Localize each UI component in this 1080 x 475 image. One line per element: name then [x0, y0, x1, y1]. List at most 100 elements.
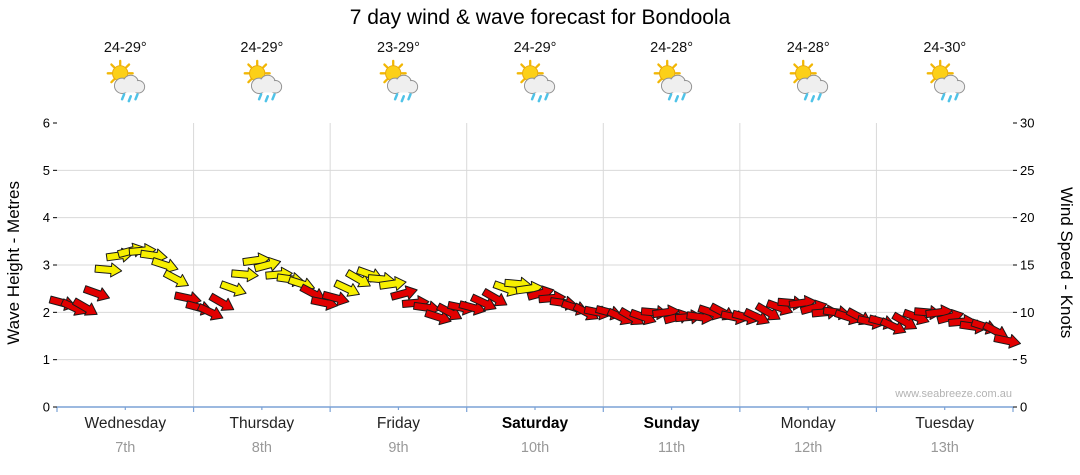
raindrops — [940, 93, 959, 103]
day-label-tuesday: Tuesday 13th — [876, 415, 1013, 456]
day-label-wednesday: Wednesday 7th — [57, 415, 194, 456]
day-temperature-range: 24-28° — [786, 40, 830, 56]
wind-arrow — [82, 285, 111, 302]
left-axis-title: Wave Height - Metres — [0, 118, 28, 408]
day-name: Wednesday — [84, 415, 167, 432]
wave-height-tick-label: 3 — [43, 258, 50, 273]
wind-arrow — [253, 256, 282, 273]
wind-arrow — [390, 285, 418, 301]
day-date: 7th — [115, 440, 136, 456]
day-name: Monday — [780, 415, 836, 432]
wave-height-tick-label: 0 — [43, 400, 50, 415]
day-date: 13th — [930, 440, 959, 456]
wind-arrow — [94, 262, 123, 278]
wind-arrow — [196, 303, 224, 321]
day-name: Saturday — [501, 415, 569, 432]
day-date: 11th — [658, 440, 686, 456]
raindrops — [121, 93, 139, 103]
day-column-sunday: 24-28° — [603, 40, 740, 104]
wind-speed-tick-label: 25 — [1020, 163, 1034, 178]
day-column-friday: 23-29° — [330, 40, 467, 104]
day-temperature-range: 24-29° — [513, 40, 557, 56]
cloud-fill — [662, 76, 691, 93]
day-column-saturday: 24-29° — [467, 40, 604, 104]
day-name: Tuesday — [915, 415, 975, 432]
day-column-wednesday: 24-29° — [57, 40, 194, 104]
wind-speed-tick-label: 5 — [1020, 352, 1027, 367]
wind-arrow — [151, 257, 179, 274]
raindrops — [257, 93, 276, 103]
day-column-tuesday: 24-30° — [876, 40, 1013, 104]
sun-cloud-rain-icon — [243, 59, 282, 103]
day-label-monday: Monday 12th — [740, 415, 877, 456]
cloud-fill — [115, 76, 144, 93]
sun-cloud-rain-icon — [516, 59, 556, 103]
wave-height-axis-label: Wave Height - Metres — [4, 181, 23, 345]
wind-arrow — [345, 269, 371, 288]
horizontal-gridlines — [57, 169, 1013, 361]
wind-arrow — [754, 302, 781, 321]
day-label-friday: Friday 9th — [330, 415, 467, 456]
sun-cloud-rain-icon — [653, 59, 692, 103]
day-label-saturday: Saturday 10th — [467, 415, 604, 456]
raindrops — [804, 93, 822, 103]
day-column-monday: 24-28° — [740, 40, 877, 104]
wind-arrow-series — [48, 242, 1022, 349]
wind-arrow — [231, 267, 259, 283]
day-header-row: 24-29° 24-29° — [57, 40, 1013, 104]
raindrops — [394, 93, 413, 103]
day-date: 12th — [794, 440, 823, 456]
wind-arrow — [71, 297, 98, 316]
day-name: Sunday — [643, 415, 700, 432]
wind-speed-tick-label: 15 — [1020, 258, 1034, 273]
wind-speed-tick-label: 0 — [1020, 400, 1027, 415]
day-name: Friday — [376, 415, 420, 432]
wave-height-tick-label: 4 — [43, 210, 50, 225]
wind-arrow — [481, 288, 508, 307]
wind-speed-tick-label: 30 — [1020, 116, 1034, 131]
wind-arrow — [378, 276, 407, 291]
day-date: 9th — [388, 440, 409, 456]
day-label-thursday: Thursday 8th — [194, 415, 331, 456]
right-axis-title: Wind Speed - Knots — [1052, 118, 1080, 408]
wind-arrow — [993, 334, 1022, 349]
day-temperature-range: 23-29° — [377, 40, 420, 56]
sun-cloud-rain-icon — [380, 59, 419, 103]
wind-arrow — [891, 311, 918, 330]
day-date: 8th — [251, 440, 272, 456]
cloud-fill — [388, 76, 418, 93]
day-temperature-range: 24-29° — [240, 40, 284, 56]
cloud-fill — [252, 76, 281, 93]
cloud-fill — [525, 76, 554, 93]
cloud-fill — [935, 76, 964, 93]
cloud-fill — [798, 76, 827, 93]
day-column-thursday: 24-29° — [194, 40, 331, 104]
day-temperature-range: 24-30° — [923, 40, 967, 56]
wind-arrow — [162, 269, 189, 288]
wind-speed-axis: 0 5 10 15 20 25 30 — [1013, 116, 1034, 415]
sun-cloud-rain-icon — [106, 59, 146, 103]
time-axis — [56, 406, 1014, 412]
day-boundary-gridlines — [193, 123, 877, 407]
wave-height-axis: 0 1 2 3 4 5 6 — [43, 116, 57, 415]
day-date: 10th — [520, 440, 550, 456]
wind-arrow — [208, 292, 235, 311]
day-label-sunday: Sunday 11th — [603, 415, 740, 456]
day-label-row: Wednesday 7th Thursday 8th Friday 9th Saturday… — [57, 415, 1013, 456]
wave-height-tick-label: 1 — [43, 352, 50, 367]
chart-title: 7 day wind & wave forecast for Bondoola — [349, 6, 731, 29]
wave-height-tick-label: 5 — [43, 163, 50, 178]
day-name: Thursday — [229, 415, 295, 432]
wave-height-tick-label: 6 — [43, 116, 50, 131]
sun-cloud-rain-icon — [789, 59, 829, 103]
watermark: www.seabreeze.com.au — [895, 388, 1012, 400]
day-temperature-range: 24-29° — [103, 40, 147, 56]
sun-cloud-rain-icon — [926, 59, 965, 103]
day-temperature-range: 24-28° — [650, 40, 694, 56]
wave-height-tick-label: 2 — [43, 305, 50, 320]
wind-arrow — [333, 279, 360, 297]
wind-speed-axis-label: Wind Speed - Knots — [1057, 187, 1076, 339]
wind-arrow — [219, 280, 247, 297]
